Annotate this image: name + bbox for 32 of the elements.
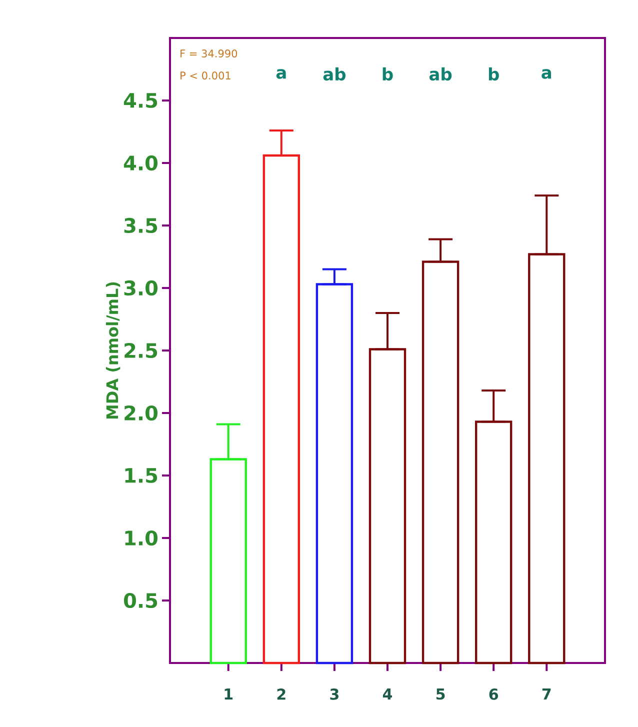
annotation: P < 0.001 — [180, 72, 230, 80]
annotation: ab — [323, 67, 346, 81]
annotation: ab — [429, 67, 452, 81]
annotation: b — [382, 67, 393, 81]
y-tick-label: 4.0 — [124, 155, 158, 171]
x-tick-label: 1 — [224, 688, 233, 700]
bar — [262, 154, 300, 664]
y-tick-label: 1.0 — [125, 530, 158, 546]
bar — [475, 420, 512, 664]
annotation: b — [488, 67, 499, 81]
bar — [210, 458, 247, 664]
y-tick-label: 3.5 — [124, 218, 158, 234]
y-axis-title: MDA (nmol/mL) — [106, 282, 120, 419]
x-tick-label: 4 — [382, 688, 392, 700]
x-tick-label: 6 — [489, 688, 498, 700]
y-tick-label: 2.0 — [124, 405, 158, 421]
x-tick-label: 7 — [542, 688, 551, 700]
bar — [316, 283, 354, 664]
bar — [368, 348, 406, 664]
annotation: a — [542, 69, 552, 79]
y-tick-label: 3.0 — [124, 280, 158, 296]
bar — [528, 253, 566, 664]
y-tick-label: 1.5 — [125, 468, 158, 483]
annotation: a — [276, 69, 286, 79]
y-tick-label: 0.5 — [124, 592, 158, 608]
bar — [422, 260, 460, 664]
y-tick-label: 2.5 — [124, 342, 158, 358]
y-tick-label: 4.5 — [124, 93, 158, 108]
x-tick-label: 3 — [330, 688, 338, 700]
x-tick-label: 5 — [436, 688, 445, 700]
x-tick-label: 2 — [277, 688, 286, 700]
annotation: F = 34.990 — [180, 50, 238, 58]
